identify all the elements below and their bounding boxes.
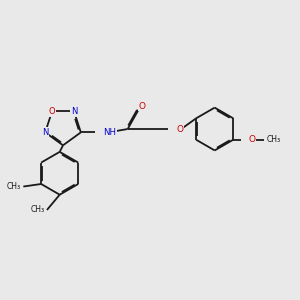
Text: N: N: [71, 107, 77, 116]
Text: CH₃: CH₃: [7, 182, 21, 191]
Text: CH₃: CH₃: [30, 206, 44, 214]
Text: N: N: [42, 128, 48, 137]
Text: CH₃: CH₃: [267, 135, 281, 144]
Text: O: O: [139, 102, 146, 111]
Text: O: O: [176, 124, 184, 134]
Text: NH: NH: [103, 128, 116, 137]
Text: O: O: [249, 135, 256, 144]
Text: O: O: [49, 107, 55, 116]
